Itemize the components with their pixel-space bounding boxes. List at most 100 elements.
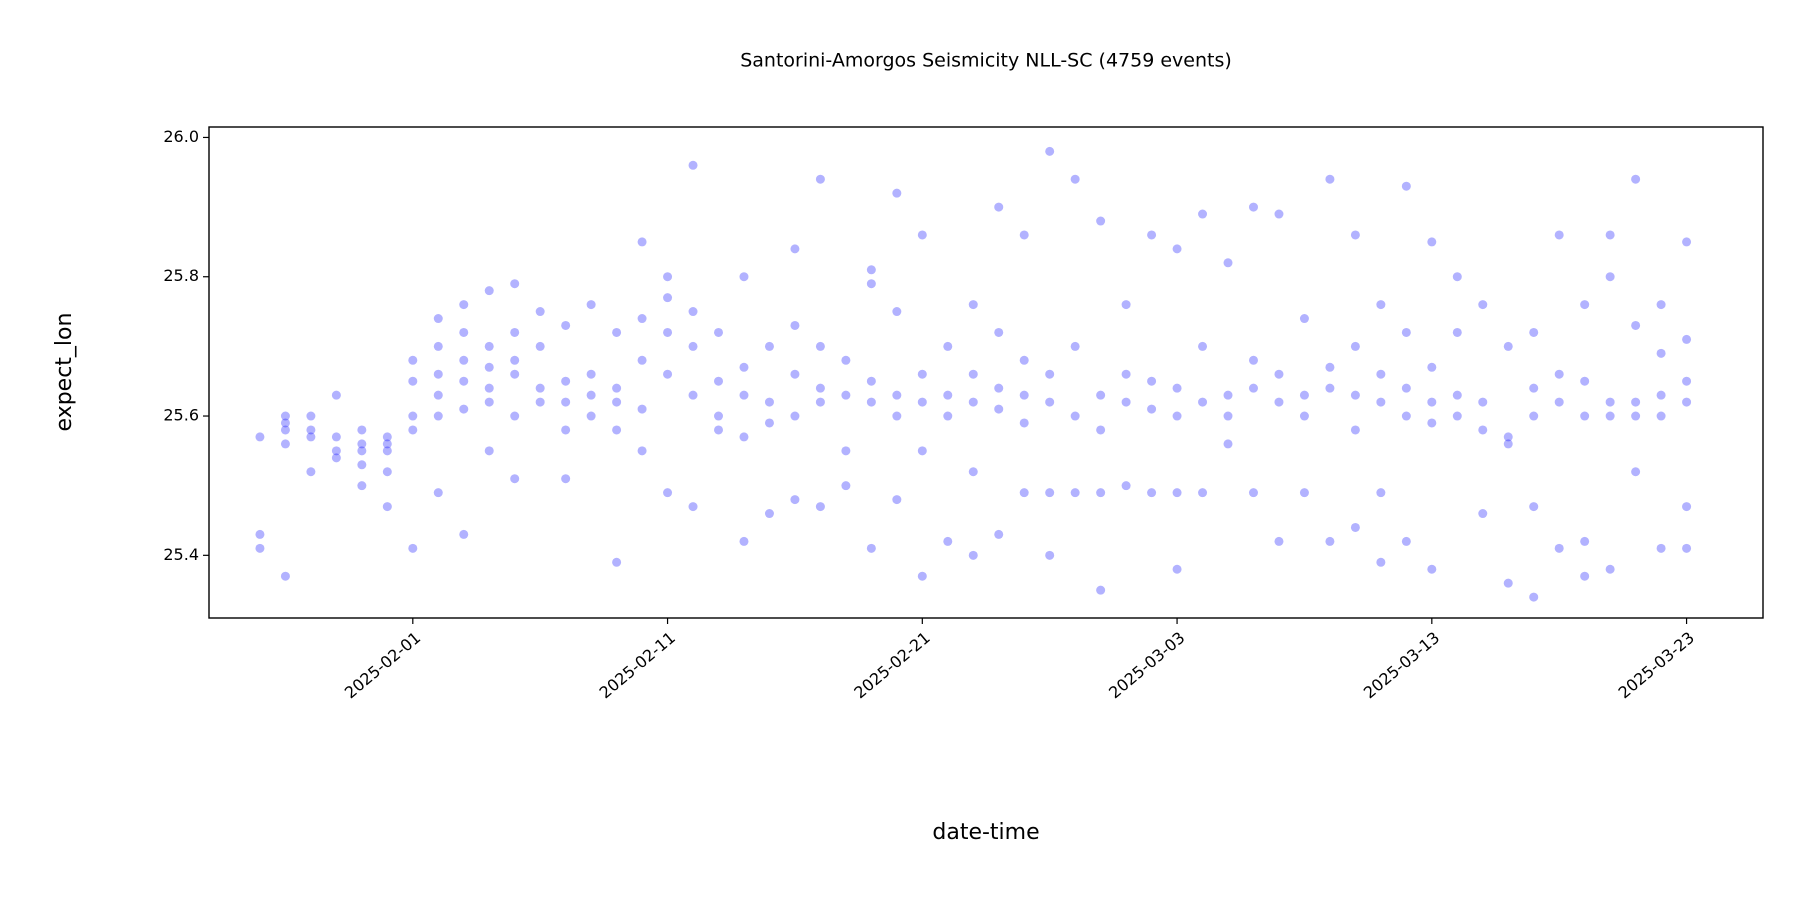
point xyxy=(1503,578,1513,588)
point xyxy=(459,404,469,414)
point xyxy=(484,362,494,372)
point xyxy=(994,327,1004,337)
point xyxy=(866,265,876,275)
point xyxy=(510,355,520,365)
point xyxy=(306,432,316,442)
point xyxy=(433,341,443,351)
point xyxy=(968,550,978,560)
point xyxy=(1045,488,1055,498)
point xyxy=(1682,237,1692,247)
point xyxy=(408,543,418,553)
point xyxy=(535,383,545,393)
point xyxy=(1580,300,1590,310)
point xyxy=(1605,230,1615,240)
point xyxy=(484,446,494,456)
point xyxy=(255,432,265,442)
point xyxy=(1070,411,1080,421)
point xyxy=(280,418,290,428)
point xyxy=(331,432,341,442)
point xyxy=(612,557,622,567)
point xyxy=(1554,230,1564,240)
point xyxy=(280,425,290,435)
point xyxy=(663,488,673,498)
x-tick-label: 2025-02-11 xyxy=(596,628,679,702)
point xyxy=(1325,536,1335,546)
x-axis-label: date-time xyxy=(932,820,1039,845)
point xyxy=(892,188,902,198)
point xyxy=(790,411,800,421)
point xyxy=(1427,362,1437,372)
point xyxy=(714,425,724,435)
point xyxy=(739,390,749,400)
point xyxy=(1580,536,1590,546)
point xyxy=(943,341,953,351)
point xyxy=(280,571,290,581)
point xyxy=(382,439,392,449)
y-tick-label: 25.4 xyxy=(163,545,199,564)
point xyxy=(1554,543,1564,553)
point xyxy=(1274,397,1284,407)
point xyxy=(1096,425,1106,435)
point xyxy=(1248,383,1258,393)
point xyxy=(1503,432,1513,442)
point xyxy=(1070,174,1080,184)
point xyxy=(1605,397,1615,407)
point xyxy=(688,341,698,351)
point xyxy=(637,237,647,247)
point xyxy=(255,543,265,553)
point xyxy=(1147,404,1157,414)
point xyxy=(1503,439,1513,449)
point xyxy=(1096,585,1106,595)
point xyxy=(1121,369,1131,379)
point xyxy=(1172,564,1182,574)
point xyxy=(764,397,774,407)
point xyxy=(815,397,825,407)
point xyxy=(1580,411,1590,421)
point xyxy=(1631,174,1641,184)
point xyxy=(764,341,774,351)
point xyxy=(892,411,902,421)
point xyxy=(1529,502,1539,512)
point xyxy=(408,425,418,435)
point xyxy=(994,202,1004,212)
x-tick-label: 2025-02-01 xyxy=(341,628,424,702)
point xyxy=(586,369,596,379)
point xyxy=(1656,348,1666,358)
point xyxy=(1019,488,1029,498)
point xyxy=(1605,272,1615,282)
y-tick-label: 26.0 xyxy=(163,127,199,146)
point xyxy=(586,390,596,400)
point xyxy=(790,369,800,379)
point xyxy=(1682,397,1692,407)
point xyxy=(968,369,978,379)
point xyxy=(408,411,418,421)
point xyxy=(663,272,673,282)
point xyxy=(586,411,596,421)
point xyxy=(943,536,953,546)
point xyxy=(714,411,724,421)
point xyxy=(561,397,571,407)
point xyxy=(841,390,851,400)
point xyxy=(1682,334,1692,344)
point xyxy=(1223,411,1233,421)
point xyxy=(1248,355,1258,365)
point xyxy=(815,502,825,512)
point xyxy=(866,376,876,386)
point xyxy=(1172,488,1182,498)
point xyxy=(790,320,800,330)
point xyxy=(1580,571,1590,581)
point xyxy=(1376,300,1386,310)
point xyxy=(1070,488,1080,498)
y-tick-label: 25.8 xyxy=(163,266,199,285)
point xyxy=(408,355,418,365)
point xyxy=(1070,341,1080,351)
point xyxy=(433,390,443,400)
y-tick-label: 25.6 xyxy=(163,406,199,425)
point xyxy=(790,495,800,505)
point xyxy=(1147,230,1157,240)
point xyxy=(357,446,367,456)
point xyxy=(739,272,749,282)
point xyxy=(917,397,927,407)
point xyxy=(561,320,571,330)
point xyxy=(306,425,316,435)
